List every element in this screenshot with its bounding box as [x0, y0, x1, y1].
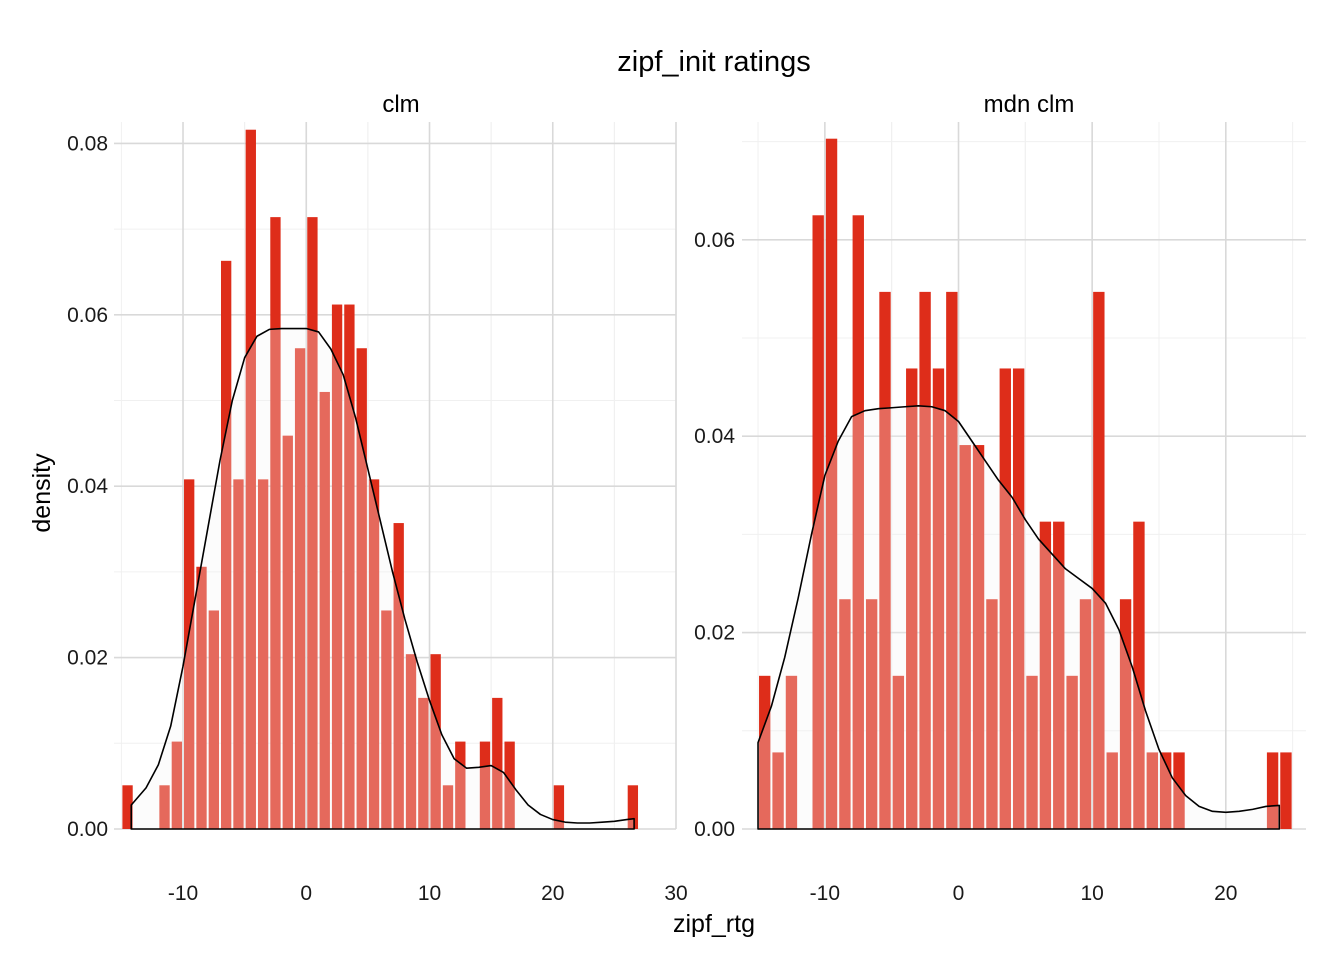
- x-tick-label: -10: [168, 882, 198, 905]
- histogram-bar: [919, 291, 931, 829]
- histogram-bar: [393, 523, 404, 829]
- grid: [114, 122, 677, 830]
- y-tick-label: 0.04: [694, 425, 735, 448]
- histogram-bar: [999, 368, 1011, 829]
- histogram-bar: [892, 675, 905, 829]
- histogram-bar: [852, 215, 864, 829]
- panel-strip-label: clm: [382, 91, 419, 118]
- histogram-bar: [1039, 521, 1052, 829]
- y-tick-label: 0.04: [67, 475, 108, 498]
- histogram-bar: [553, 785, 565, 829]
- histogram-bar: [184, 479, 195, 829]
- histogram-bar: [257, 479, 269, 829]
- y-axis-title: density: [28, 453, 56, 533]
- histogram-bar: [307, 217, 318, 829]
- histogram-bar: [331, 304, 343, 829]
- tick-labels: -10 0 10 20 30 0.00 0.02 0.04 0.06 0.08: [67, 132, 688, 905]
- histogram-bar: [1133, 521, 1145, 829]
- histogram-bar: [627, 785, 639, 829]
- histogram-bar: [208, 610, 219, 829]
- histogram-bar: [1079, 599, 1092, 829]
- histogram-bar: [504, 741, 515, 829]
- histogram-bar: [839, 599, 851, 829]
- histogram-bar: [344, 304, 355, 829]
- histogram-bar: [233, 479, 244, 829]
- histogram-bar: [946, 291, 958, 829]
- histogram-bar: [294, 348, 306, 829]
- chart-title: zipf_init ratings: [617, 46, 810, 78]
- histogram-bar: [356, 348, 367, 829]
- histogram-bar: [1280, 752, 1292, 829]
- histogram-bar: [986, 599, 998, 829]
- x-axis-title: zipf_rtg: [673, 910, 755, 938]
- y-tick-label: 0.02: [694, 622, 735, 645]
- y-tick-label: 0.00: [694, 818, 735, 841]
- histogram-bar: [270, 217, 281, 829]
- x-tick-label: 30: [664, 882, 687, 905]
- x-tick-label: 0: [953, 882, 965, 905]
- y-tick-label: 0.08: [67, 132, 108, 155]
- panel-strip-label: mdn clm: [984, 91, 1075, 118]
- histogram-bar: [196, 566, 207, 829]
- histogram-bar: [1173, 752, 1185, 829]
- histogram-bar: [1012, 368, 1025, 829]
- panel-mdn-clm: mdn clm -10 0 10 20 0.00 0.02 0.04 0.06: [694, 91, 1306, 905]
- histogram-bar: [1106, 752, 1118, 829]
- histogram-bar: [430, 654, 441, 829]
- density-curve: [130, 327, 635, 830]
- histogram-bar: [122, 785, 133, 829]
- histogram-bar: [865, 599, 878, 829]
- x-tick-label: 0: [300, 882, 312, 905]
- x-tick-label: 10: [1080, 882, 1103, 905]
- x-tick-label: 20: [1214, 882, 1237, 905]
- histogram-bar: [368, 479, 380, 829]
- histogram-bar: [879, 291, 891, 829]
- histogram-bar: [1053, 521, 1065, 829]
- histogram-bar: [932, 368, 945, 829]
- histogram-bars: [759, 138, 1292, 829]
- histogram-bar: [972, 445, 985, 829]
- histogram-bar: [1159, 752, 1172, 829]
- histogram-bar: [479, 741, 491, 829]
- histogram-bar: [381, 610, 392, 829]
- tick-labels: -10 0 10 20 0.00 0.02 0.04 0.06: [694, 229, 1237, 905]
- histogram-bar: [906, 368, 918, 829]
- histogram-bar: [492, 697, 503, 829]
- histogram-bar: [220, 260, 232, 829]
- y-tick-label: 0.06: [67, 304, 108, 327]
- histogram-bar: [1119, 599, 1132, 829]
- histogram-bar: [319, 391, 330, 829]
- y-tick-label: 0.06: [694, 229, 735, 252]
- histogram-bar: [959, 445, 971, 829]
- y-tick-label: 0.02: [67, 647, 108, 670]
- histogram-bar: [1066, 675, 1078, 829]
- x-tick-label: -10: [810, 882, 840, 905]
- histogram-bar: [245, 129, 256, 830]
- histogram-bar: [171, 741, 183, 829]
- histogram-bar: [1146, 752, 1158, 829]
- histogram-bar: [1026, 675, 1038, 829]
- histogram-bars: [122, 129, 639, 830]
- density-curve: [757, 404, 1281, 830]
- panel-clm: clm -10 0 10 20 30 0.00 0.02 0.04 0.06 0.08: [67, 91, 688, 905]
- histogram-bar: [159, 785, 170, 829]
- histogram-bar: [442, 785, 454, 829]
- x-tick-label: 10: [418, 882, 441, 905]
- y-tick-label: 0.00: [67, 818, 108, 841]
- histogram-bar: [812, 215, 824, 829]
- histogram-bar: [405, 654, 417, 829]
- histogram-bar: [759, 675, 771, 829]
- histogram-bar: [1093, 291, 1105, 829]
- histogram-bar: [785, 675, 798, 829]
- histogram-bar: [282, 435, 293, 829]
- histogram-bar: [825, 138, 838, 829]
- histogram-bar: [418, 697, 429, 829]
- histogram-bar: [772, 752, 784, 829]
- x-tick-label: 20: [541, 882, 564, 905]
- histogram-bar: [455, 741, 466, 829]
- histogram-bar: [1266, 752, 1279, 829]
